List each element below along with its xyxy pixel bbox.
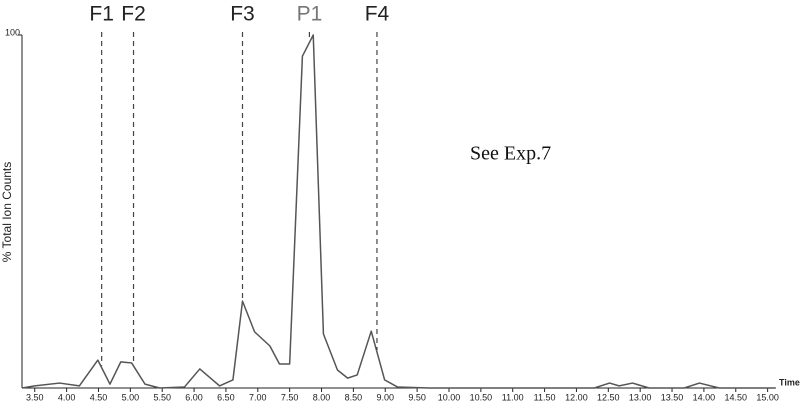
x-tick-label: 6.00 <box>185 392 203 402</box>
note: See Exp.7 <box>470 143 551 165</box>
x-tick-label: 7.00 <box>249 392 267 402</box>
x-tick-label: 11.50 <box>534 392 556 402</box>
annotation-label: F1 <box>89 3 114 26</box>
x-tick-label: 8.00 <box>313 392 331 402</box>
line-series <box>21 34 775 389</box>
x-tick-label: 8.50 <box>345 392 363 402</box>
x-tick-label: 6.50 <box>217 392 235 402</box>
y-tick-label: 100 <box>5 27 20 37</box>
x-tick-label: 14.00 <box>693 392 716 402</box>
x-tick-label: 10.50 <box>470 392 493 402</box>
x-tick-label: 3.50 <box>26 392 44 402</box>
x-tick-label: 5.50 <box>153 392 171 402</box>
x-tick-label: 13.00 <box>629 392 652 402</box>
y-axis-label: % Total Ion Counts <box>0 162 14 263</box>
x-tick-label: 12.00 <box>565 392 588 402</box>
x-tick-label: 9.50 <box>408 392 426 402</box>
x-tick-label: 7.50 <box>281 392 299 402</box>
x-tick-label: 14.50 <box>724 392 747 402</box>
x-tick-label: 4.00 <box>58 392 76 402</box>
x-tick-label: 4.50 <box>90 392 108 402</box>
x-tick-label: 5.00 <box>122 392 140 402</box>
x-tick-label: 11.00 <box>502 392 524 402</box>
x-tick-label: 12.50 <box>597 392 620 402</box>
x-axis-label: Time <box>779 377 800 387</box>
annotation-label: P1 <box>297 3 323 26</box>
annotation-label: F4 <box>365 3 390 26</box>
annotation-label: F3 <box>230 3 255 26</box>
x-tick-label: 9.00 <box>376 392 394 402</box>
annotation-label: F2 <box>121 3 146 26</box>
x-tick-label: 13.50 <box>661 392 684 402</box>
x-tick-label: 15.00 <box>756 392 779 402</box>
x-tick-label: 10.00 <box>438 392 461 402</box>
